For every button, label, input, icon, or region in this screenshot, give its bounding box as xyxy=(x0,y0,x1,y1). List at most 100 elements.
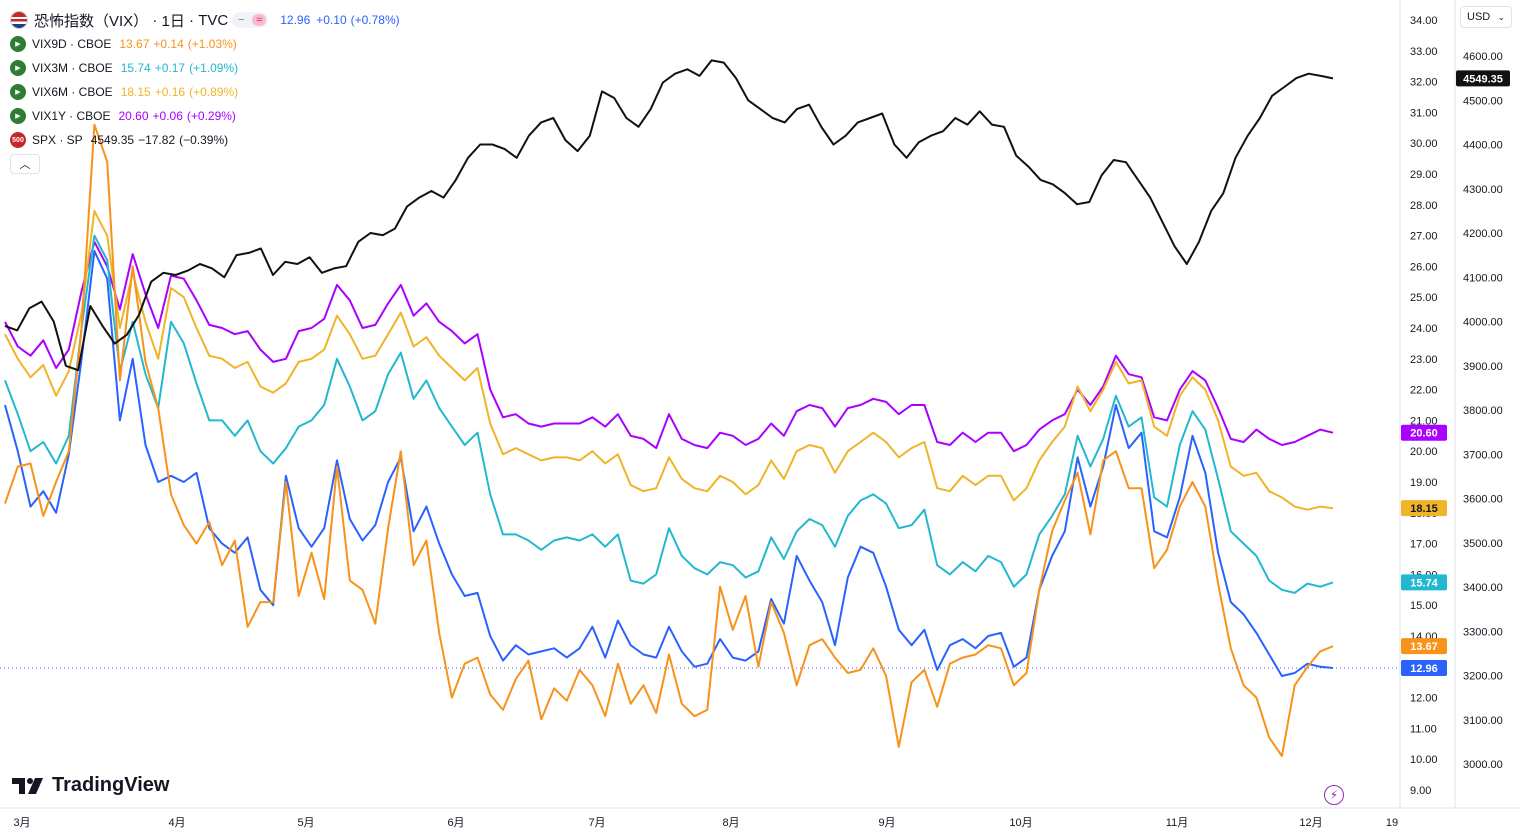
tradingview-logo[interactable]: TradingView xyxy=(12,774,169,797)
tv-logo-icon xyxy=(12,777,43,794)
last-price-tag-vix xyxy=(1401,660,1447,677)
series-line-vix9d xyxy=(4,123,1334,758)
study-pct: (+0.89%) xyxy=(189,85,239,99)
left-axis-tick-label: 27.00 xyxy=(1410,231,1438,243)
study-pct: (+1.09%) xyxy=(189,61,239,75)
us-flag-icon xyxy=(10,11,28,29)
legend-study-row-vix6m[interactable]: ▶ VIX6M · CBOE 18.15 +0.16 (+0.89%) xyxy=(10,80,400,104)
play-icon: ▶ xyxy=(10,36,26,52)
chevron-up-icon: ︿ xyxy=(19,159,31,171)
dot-separator: · xyxy=(184,11,199,29)
left-axis-tick-label: 32.00 xyxy=(1410,77,1438,89)
left-axis-tick-label: 10.00 xyxy=(1410,754,1438,766)
play-icon: ▶ xyxy=(10,84,26,100)
right-axis-tick-label: 4600.00 xyxy=(1463,51,1503,63)
left-axis-tick-label: 15.00 xyxy=(1410,600,1438,612)
last-price-tag-label: 13.67 xyxy=(1410,641,1438,653)
lightning-icon[interactable]: ⚡ xyxy=(1324,785,1344,805)
study-symbol: VIX6M · CBOE xyxy=(32,85,113,99)
currency-label: USD xyxy=(1467,11,1491,23)
right-axis-tick-label: 4000.00 xyxy=(1463,317,1503,329)
left-axis-tick-label: 29.00 xyxy=(1410,169,1438,181)
last-price-tag-label: 18.15 xyxy=(1410,503,1438,515)
left-axis-tick-label: 28.00 xyxy=(1410,200,1438,212)
sp500-icon: 500 xyxy=(10,132,26,148)
right-axis-tick-label: 3000.00 xyxy=(1463,759,1503,771)
left-axis-tick-label: 11.00 xyxy=(1410,723,1437,735)
study-symbol: SPX · SP xyxy=(32,133,83,147)
legend-study-row-spx[interactable]: 500 SPX · SP 4549.35 −17.82 (−0.39%) xyxy=(10,128,400,152)
left-axis-tick-label: 23.00 xyxy=(1410,354,1438,366)
play-icon: ▶ xyxy=(10,108,26,124)
left-axis-tick-label: 31.00 xyxy=(1410,107,1438,119)
last-price-tag-vix3m xyxy=(1401,574,1447,591)
right-axis-tick-label: 3500.00 xyxy=(1463,538,1503,550)
study-change: +0.14 xyxy=(153,37,184,51)
study-pct: (+1.03%) xyxy=(187,37,237,51)
left-axis-tick-label: 24.00 xyxy=(1410,323,1438,335)
study-price: 15.74 xyxy=(120,61,151,75)
study-change: +0.17 xyxy=(154,61,186,75)
study-symbol: VIX9D · CBOE xyxy=(32,37,112,51)
left-axis-tick-label: 9.00 xyxy=(1410,785,1431,797)
study-pct: (−0.39%) xyxy=(179,133,229,147)
series-line-vix3m xyxy=(4,234,1334,594)
legend-study-row-vix1y[interactable]: ▶ VIX1Y · CBOE 20.60 +0.06 (+0.29%) xyxy=(10,104,400,128)
study-price: 4549.35 xyxy=(90,133,135,147)
right-axis-tick-label: 3100.00 xyxy=(1463,715,1503,727)
left-axis-tick-label: 17.00 xyxy=(1410,539,1438,551)
left-axis-tick-label: 30.00 xyxy=(1410,138,1438,150)
left-axis-tick-label: 33.00 xyxy=(1410,46,1438,58)
legend: 恐怖指数（VIX） · 1日 · TVC − ≈ 12.96 +0.10 (+0… xyxy=(10,8,400,152)
time-axis-tick-label: 6月 xyxy=(447,817,464,829)
last-price-tag-spx xyxy=(1456,70,1510,87)
right-axis-tick-label: 3400.00 xyxy=(1463,582,1503,594)
time-axis-tick-label: 19 xyxy=(1386,817,1398,829)
left-axis-tick-label: 25.00 xyxy=(1410,292,1438,304)
left-axis-tick-label: 22.00 xyxy=(1410,385,1438,397)
time-axis-tick-label: 4月 xyxy=(168,817,185,829)
main-change: +0.10 xyxy=(316,13,347,27)
time-axis-tick-label: 11月 xyxy=(1166,817,1188,829)
right-axis-tick-label: 3200.00 xyxy=(1463,671,1503,683)
study-symbol: VIX1Y · CBOE xyxy=(32,109,111,123)
time-axis-tick-label: 5月 xyxy=(297,817,314,829)
study-pct: (+0.29%) xyxy=(186,109,236,123)
series-line-vix xyxy=(4,250,1334,677)
time-axis-tick-label: 12月 xyxy=(1299,817,1322,829)
market-status-pill[interactable]: − ≈ xyxy=(232,12,269,28)
left-axis-tick-label: 20.00 xyxy=(1410,446,1438,458)
main-symbol-name: 恐怖指数（VIX） xyxy=(34,12,149,30)
right-axis-tick-label: 3300.00 xyxy=(1463,626,1503,638)
right-axis-tick-label: 3800.00 xyxy=(1463,405,1503,417)
time-axis-tick-label: 9月 xyxy=(878,817,895,829)
left-axis-tick-label: 34.00 xyxy=(1410,15,1438,27)
last-price-tag-label: 20.60 xyxy=(1410,428,1438,440)
series-line-vix6m xyxy=(4,210,1334,511)
legend-study-row-vix3m[interactable]: ▶ VIX3M · CBOE 15.74 +0.17 (+1.09%) xyxy=(10,56,400,80)
last-price-tag-vix1y xyxy=(1401,424,1447,441)
last-price-tag-label: 15.74 xyxy=(1410,577,1438,589)
series-line-vix1y xyxy=(4,240,1334,453)
currency-selector[interactable]: USD ⌄ xyxy=(1460,6,1512,28)
study-change: +0.16 xyxy=(154,85,186,99)
right-axis-tick-label: 4500.00 xyxy=(1463,95,1503,107)
right-axis-tick-label: 4400.00 xyxy=(1463,140,1503,152)
study-price: 20.60 xyxy=(118,109,149,123)
legend-study-row-vix9d[interactable]: ▶ VIX9D · CBOE 13.67 +0.14 (+1.03%) xyxy=(10,32,400,56)
last-price-tag-label: 4549.35 xyxy=(1463,73,1503,85)
main-change-pct: (+0.78%) xyxy=(350,13,400,27)
left-axis-tick-label: 12.00 xyxy=(1410,693,1438,705)
study-symbol: VIX3M · CBOE xyxy=(32,61,113,75)
study-change: −17.82 xyxy=(138,133,176,147)
chevron-down-icon: ⌄ xyxy=(1497,11,1505,22)
study-change: +0.06 xyxy=(152,109,183,123)
last-price-tag-label: 12.96 xyxy=(1410,663,1438,675)
time-axis-tick-label: 7月 xyxy=(588,817,605,829)
right-axis-tick-label: 4300.00 xyxy=(1463,184,1503,196)
legend-collapse-button[interactable]: ︿ xyxy=(10,154,40,174)
right-axis-tick-label: 4100.00 xyxy=(1463,272,1503,284)
minus-icon: − xyxy=(238,14,245,26)
legend-main-row[interactable]: 恐怖指数（VIX） · 1日 · TVC − ≈ 12.96 +0.10 (+0… xyxy=(10,8,400,32)
